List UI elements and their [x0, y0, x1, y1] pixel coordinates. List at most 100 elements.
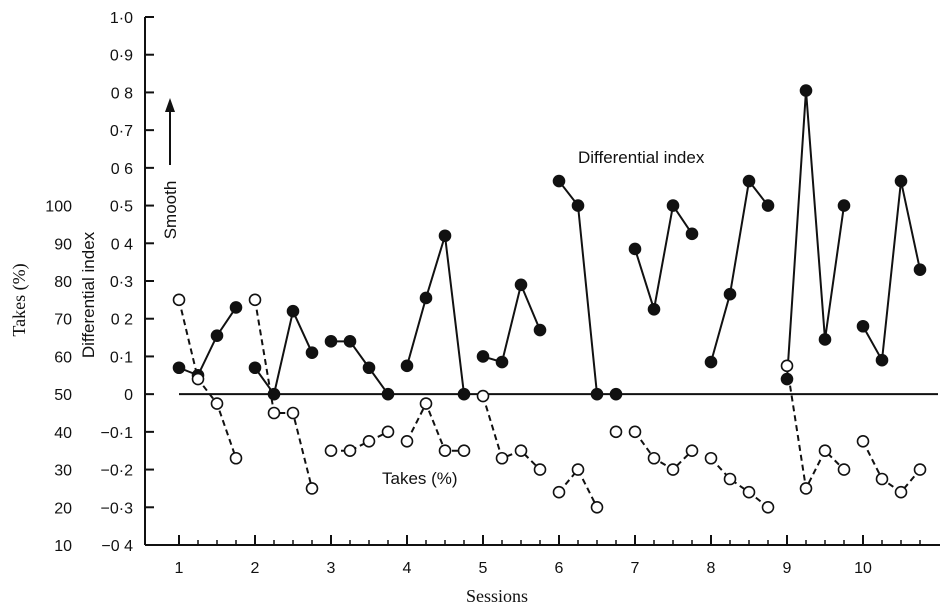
index-line: [482, 281, 541, 364]
takes-point: [229, 451, 243, 465]
takes-line: [862, 440, 921, 494]
takes-point: [818, 444, 832, 458]
x-tick-label: 3: [327, 560, 336, 577]
takes-point: [286, 406, 300, 420]
takes-point: [438, 444, 452, 458]
y-tick-label-index: −0·2: [101, 463, 134, 480]
index-point: [419, 291, 433, 305]
index-point: [286, 304, 300, 318]
index-point: [324, 335, 338, 348]
index-point: [229, 301, 243, 314]
takes-point: [343, 444, 357, 458]
takes-point: [476, 389, 490, 403]
index-point: [210, 329, 224, 342]
takes-point: [552, 485, 566, 499]
y-tick-label-index: −0·1: [101, 425, 134, 442]
y-tick-label-takes: 100: [45, 199, 72, 216]
takes-point: [647, 451, 661, 465]
y-tick-label-takes: 40: [54, 425, 72, 442]
y-tick-label-index: 0 2: [111, 312, 133, 329]
y-tick-label-index: 0·7: [110, 123, 133, 140]
takes-point: [799, 482, 813, 495]
index-line: [634, 202, 693, 310]
takes-line: [634, 431, 693, 471]
smooth-annotation: Smooth: [161, 181, 180, 240]
x-ticks: 1 2 3 4 5 6 7 8 9 10: [175, 535, 921, 577]
index-point: [362, 361, 376, 375]
index-point: [780, 372, 794, 386]
index-point: [704, 355, 718, 369]
takes-line: [331, 430, 389, 452]
differential-index-annotation: Differential index: [578, 148, 705, 167]
takes-point: [400, 434, 414, 448]
index-point: [837, 199, 851, 212]
takes-point: [381, 425, 395, 439]
takes-line: [406, 401, 464, 452]
x-tick-label: 8: [707, 560, 716, 577]
index-line: [862, 180, 921, 364]
takes-point: [590, 500, 604, 514]
takes-point: [913, 463, 927, 476]
x-tick-label: 6: [555, 560, 564, 577]
takes-line: [254, 299, 313, 489]
takes-point: [457, 444, 471, 458]
index-point: [647, 302, 661, 316]
x-tick-label: 10: [854, 560, 872, 577]
takes-point: [875, 472, 889, 486]
takes-point: [210, 397, 224, 410]
index-point: [666, 199, 680, 212]
index-point: [248, 361, 262, 375]
y-ticks: 1·0 0·9 0 8 0·7 0 6 0·5 0 4 0·3 0 2 0·1 0 −0·1 −0·2 −…: [45, 10, 154, 555]
y-tick-label-takes: 70: [54, 312, 72, 329]
index-point: [875, 353, 889, 367]
index-line: [786, 90, 845, 380]
index-point: [533, 323, 547, 337]
x-tick-label: 5: [479, 560, 488, 577]
index-point: [628, 242, 642, 256]
takes-point: [305, 482, 319, 495]
y-tick-label-takes: 20: [54, 500, 72, 517]
y-tick-label-takes: 10: [54, 538, 72, 555]
y-tick-label-index: 0: [124, 387, 133, 404]
index-point: [305, 346, 319, 359]
takes-point: [894, 485, 908, 499]
y-tick-label-index: −0·3: [101, 500, 134, 517]
takes-point: [704, 451, 718, 465]
index-line: [406, 235, 465, 395]
y-axis-label-index: Differential index: [79, 231, 98, 358]
index-point: [894, 174, 908, 188]
takes-line: [178, 299, 237, 459]
index-point: [381, 387, 395, 401]
y-tick-label-takes: 90: [54, 236, 72, 253]
index-point: [761, 199, 775, 212]
takes-point: [571, 463, 585, 476]
index-point: [457, 387, 471, 401]
takes-point: [324, 444, 338, 458]
takes-line: [786, 365, 845, 492]
series-layer: [172, 84, 927, 514]
index-point: [590, 387, 604, 401]
takes-point: [856, 434, 870, 448]
series-differential-index: [172, 84, 927, 401]
index-point: [571, 199, 585, 212]
index-line: [331, 340, 389, 395]
takes-point: [362, 434, 376, 448]
takes-point: [267, 406, 281, 420]
index-line: [254, 308, 313, 397]
y-tick-label-takes: 60: [54, 349, 72, 366]
takes-point: [628, 425, 642, 439]
takes-point: [495, 451, 509, 465]
index-point: [609, 387, 623, 401]
takes-line: [482, 395, 541, 471]
index-point: [685, 227, 699, 241]
y-tick-label-index: 0 8: [111, 85, 133, 102]
index-point: [799, 84, 813, 97]
y-tick-label-index: 0·9: [110, 48, 133, 65]
index-point: [818, 333, 832, 346]
y-tick-label-index: 1·0: [110, 10, 133, 27]
y-tick-label-index: 0 4: [111, 236, 133, 253]
y-tick-label-index: 0·5: [110, 199, 133, 216]
takes-line: [710, 457, 769, 509]
x-tick-label: 7: [631, 560, 640, 577]
